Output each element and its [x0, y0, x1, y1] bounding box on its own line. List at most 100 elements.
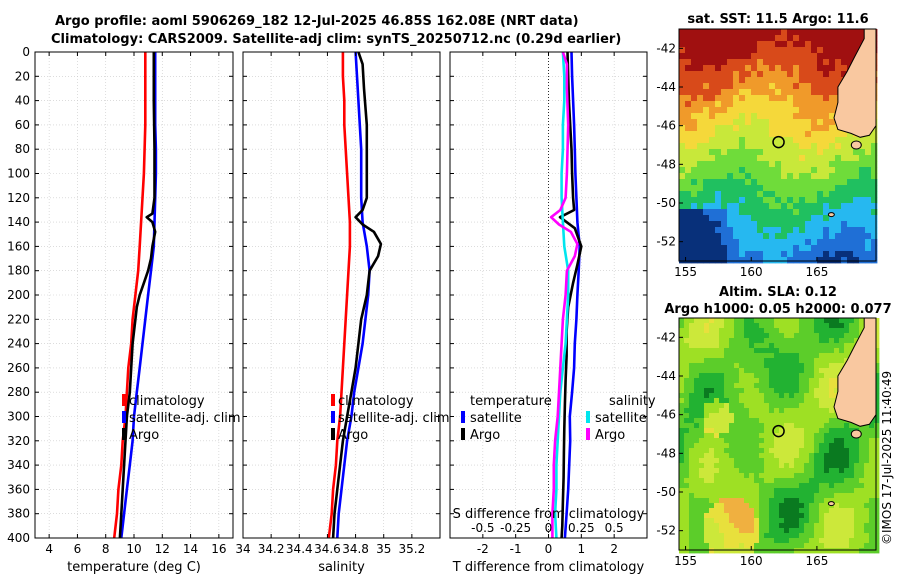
map-cell: [769, 353, 775, 359]
map-cell: [684, 413, 690, 419]
map-cell: [859, 433, 865, 439]
map-cell: [779, 403, 785, 409]
map-cell: [865, 257, 872, 264]
map-cell: [699, 378, 705, 384]
map-cell: [859, 227, 866, 234]
map-cell: [699, 438, 705, 444]
map-cell: [784, 508, 790, 514]
map-cell: [715, 143, 722, 150]
map-cell: [703, 227, 710, 234]
map-cell: [789, 343, 795, 349]
map-cell: [787, 215, 794, 222]
map-cell: [811, 89, 818, 96]
map-cell: [685, 233, 692, 240]
map-cell: [769, 203, 776, 210]
map-cell: [727, 29, 734, 36]
map-cell: [715, 185, 722, 192]
map-cell: [694, 513, 700, 519]
map-cell: [809, 333, 815, 339]
map-cell: [871, 245, 878, 252]
map-cell: [691, 149, 698, 156]
map-cell: [704, 473, 710, 479]
map-cell: [787, 125, 794, 132]
map-cell: [859, 458, 865, 464]
map-cell: [684, 453, 690, 459]
map-cell: [751, 113, 758, 120]
map-cell: [697, 41, 704, 48]
map-cell: [709, 101, 716, 108]
map-cell: [865, 143, 872, 150]
map-cell: [714, 508, 720, 514]
map-cell: [794, 343, 800, 349]
map-cell: [853, 167, 860, 174]
map-cell: [841, 47, 848, 54]
map-cell: [823, 143, 830, 150]
map-cell: [769, 101, 776, 108]
map-cell: [744, 483, 750, 489]
map-cell: [721, 53, 728, 60]
map-cell: [739, 333, 745, 339]
map-cell: [689, 353, 695, 359]
map-cell: [864, 498, 870, 504]
map-cell: [835, 173, 842, 180]
map-cell: [784, 458, 790, 464]
map-cell: [849, 483, 855, 489]
map-cell: [715, 101, 722, 108]
map-cell: [744, 543, 750, 549]
map-cell: [874, 528, 880, 534]
map-cell: [774, 443, 780, 449]
map-cell: [844, 503, 850, 509]
map-cell: [774, 438, 780, 444]
map-cell: [787, 149, 794, 156]
map-cell: [709, 413, 715, 419]
map-cell: [864, 428, 870, 434]
map-cell: [829, 323, 835, 329]
map-cell: [715, 203, 722, 210]
map-x-tick-label: 165: [805, 554, 828, 568]
map-cell: [704, 358, 710, 364]
map-cell: [774, 403, 780, 409]
map-cell: [679, 95, 686, 102]
map-cell: [757, 125, 764, 132]
map-cell: [704, 508, 710, 514]
map-cell: [764, 473, 770, 479]
temperature-profile-xlabel: temperature (deg C): [67, 560, 201, 575]
map-cell: [779, 548, 785, 554]
map-cell: [799, 185, 806, 192]
map-cell: [749, 443, 755, 449]
map-cell: [814, 418, 820, 424]
map-cell: [784, 438, 790, 444]
map-cell: [829, 383, 835, 389]
map-cell: [715, 221, 722, 228]
map-cell: [714, 318, 720, 324]
map-cell: [685, 149, 692, 156]
map-cell: [874, 443, 880, 449]
map-cell: [685, 227, 692, 234]
map-cell: [844, 548, 850, 554]
map-cell: [814, 423, 820, 429]
map-cell: [874, 478, 880, 484]
map-cell: [811, 197, 818, 204]
map-cell: [824, 408, 830, 414]
map-cell: [703, 155, 710, 162]
map-cell: [769, 453, 775, 459]
map-cell: [769, 215, 776, 222]
map-cell: [784, 513, 790, 519]
map-cell: [781, 95, 788, 102]
map-cell: [724, 488, 730, 494]
map-cell: [729, 438, 735, 444]
map-cell: [824, 463, 830, 469]
map-cell: [745, 203, 752, 210]
map-cell: [729, 368, 735, 374]
map-cell: [763, 203, 770, 210]
map-cell: [809, 528, 815, 534]
map-cell: [764, 483, 770, 489]
map-cell: [874, 338, 880, 344]
map-cell: [793, 155, 800, 162]
map-cell: [763, 197, 770, 204]
map-cell: [781, 209, 788, 216]
map-cell: [787, 35, 794, 42]
map-cell: [854, 528, 860, 534]
map-cell: [709, 53, 716, 60]
map-cell: [739, 503, 745, 509]
